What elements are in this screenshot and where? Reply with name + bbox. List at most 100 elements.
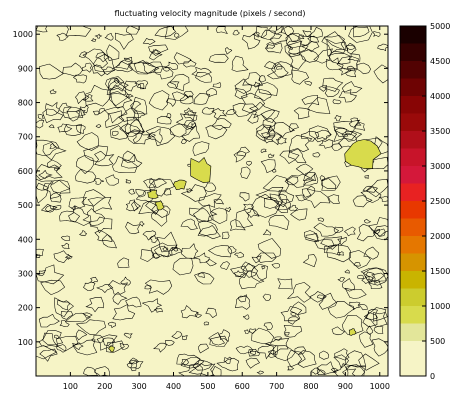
contour-line	[154, 25, 176, 38]
contour-line	[249, 350, 257, 356]
contour-line	[87, 196, 113, 213]
contour-line	[60, 235, 71, 241]
contour-line	[373, 325, 384, 334]
contour-line	[79, 104, 89, 114]
contour-line	[310, 367, 320, 375]
contour-line	[302, 254, 317, 268]
colorbar: 0 500 1000 1500 2000 2500 3000 3500 4000 4500 5000	[399, 22, 450, 381]
contour-line	[266, 122, 296, 138]
contour-line	[342, 315, 364, 335]
contour-line	[230, 219, 246, 231]
contour-line	[227, 246, 237, 254]
contour-line	[118, 107, 140, 122]
contour-line	[165, 98, 176, 107]
contour-line	[168, 247, 183, 256]
contour-line	[258, 75, 266, 83]
colorbar-segment	[400, 131, 426, 149]
contour-line	[108, 77, 129, 92]
contour-line	[240, 166, 251, 179]
contour-line	[274, 203, 289, 213]
colorbar-segment	[400, 253, 426, 271]
contour-line	[128, 359, 144, 370]
contour-line	[125, 221, 141, 235]
contour-line	[358, 353, 380, 371]
colorbar-tick-label: 5000	[430, 22, 450, 31]
contour-line	[345, 68, 357, 78]
contour-line	[233, 151, 247, 163]
contour-line	[236, 146, 250, 157]
contour-line	[373, 312, 388, 322]
contour-line	[110, 91, 133, 109]
contour-line	[300, 49, 320, 63]
contour-line	[261, 125, 283, 146]
contour-line	[301, 95, 320, 106]
contour-line	[360, 186, 382, 203]
contour-line	[85, 296, 105, 313]
contour-line	[221, 231, 230, 239]
contour-line	[125, 178, 132, 184]
contour-line	[303, 171, 316, 182]
contour-line	[194, 311, 203, 318]
contour-line	[130, 96, 148, 115]
contour-line	[112, 291, 128, 305]
contour-line	[325, 57, 344, 71]
contour-line	[328, 50, 351, 65]
contour-line	[355, 121, 366, 131]
contour-line	[234, 251, 245, 258]
contour-line	[192, 252, 210, 264]
contour-line	[319, 350, 330, 360]
colorbar-segment	[400, 201, 426, 219]
contour-line	[75, 91, 90, 105]
contour-line	[36, 253, 41, 258]
contour-line	[238, 294, 247, 303]
contour-line	[38, 169, 53, 179]
contour-line	[68, 205, 92, 226]
colorbar-segment	[400, 96, 426, 114]
contour-line	[277, 278, 293, 290]
contour-line	[171, 331, 183, 340]
contour-line	[255, 187, 284, 203]
contour-line	[295, 194, 306, 202]
contour-line	[123, 56, 133, 63]
contour-line	[56, 344, 67, 353]
contour-line	[133, 110, 146, 119]
contour-line	[334, 348, 350, 361]
contour-line	[89, 216, 113, 234]
contour-line	[115, 32, 134, 50]
contour-line	[331, 326, 345, 336]
contour-line	[175, 113, 198, 130]
contour-line	[344, 269, 350, 274]
contour-line	[164, 61, 178, 70]
contour-line	[104, 33, 114, 41]
contour-line	[220, 261, 230, 271]
contour-fill-regions	[108, 139, 382, 353]
colorbar-segment	[400, 183, 426, 201]
contour-line	[304, 81, 313, 86]
contour-line	[211, 118, 232, 131]
y-tick-label: 900	[18, 64, 33, 73]
colorbar-segment	[400, 271, 426, 289]
contour-line	[267, 350, 277, 358]
contour-line	[197, 272, 205, 278]
colorbar-tick-label: 4500	[430, 57, 450, 66]
contour-line	[362, 267, 389, 286]
contour-line	[193, 93, 211, 105]
contour-line	[183, 110, 197, 121]
contour-line	[75, 319, 107, 335]
contour-line	[358, 304, 368, 311]
contour-line	[125, 25, 140, 35]
contour-line	[294, 346, 307, 355]
x-tick-label: 100	[63, 382, 78, 391]
plot-background	[36, 26, 388, 376]
x-tick-label: 600	[235, 382, 250, 391]
contour-line	[320, 236, 343, 250]
contour-line	[232, 29, 240, 36]
contour-line	[42, 108, 64, 124]
contour-line	[256, 370, 264, 375]
contour-line	[94, 366, 110, 377]
contour-line	[83, 189, 106, 207]
contour-line	[248, 328, 256, 334]
contour-line	[152, 252, 160, 259]
colorbar-segment	[400, 288, 426, 306]
